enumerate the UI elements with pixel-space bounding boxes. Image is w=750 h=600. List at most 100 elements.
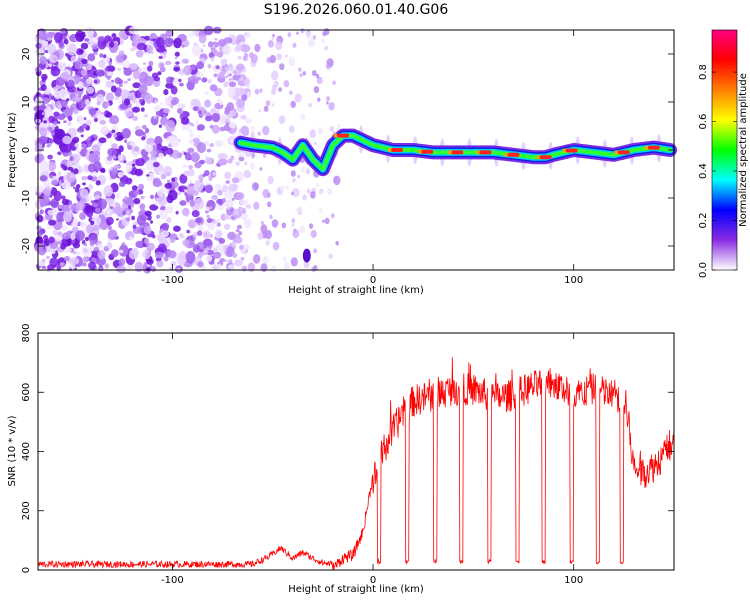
noise-blob	[328, 253, 333, 259]
noise-blob	[125, 217, 131, 222]
noise-blob	[81, 261, 87, 267]
noise-blob	[231, 177, 240, 184]
noise-blob	[39, 56, 48, 65]
noise-blob	[224, 223, 231, 230]
noise-blob	[316, 182, 320, 188]
noise-blob	[227, 231, 237, 240]
noise-blob	[308, 102, 313, 108]
noise-blob	[329, 126, 334, 132]
noise-blob	[47, 264, 55, 271]
noise-blob	[285, 54, 288, 58]
noise-blob	[51, 179, 59, 186]
noise-blob	[241, 94, 248, 102]
noise-blob	[199, 248, 204, 253]
noise-blob	[132, 82, 141, 89]
noise-blob	[189, 180, 193, 184]
noise-blob	[128, 249, 139, 260]
snr-series-line	[37, 357, 675, 570]
noise-blob	[213, 247, 218, 252]
y-tick-label: 0	[21, 147, 32, 153]
noise-blob	[88, 184, 94, 191]
noise-blob	[193, 179, 204, 193]
noise-blob	[239, 199, 248, 206]
noise-blob	[104, 197, 114, 205]
noise-blob	[105, 80, 114, 88]
noise-blob	[299, 73, 303, 78]
noise-blob	[306, 188, 311, 194]
noise-blob	[222, 44, 232, 56]
noise-blob	[271, 219, 279, 228]
noise-blob	[75, 251, 82, 257]
noise-blob	[209, 84, 218, 92]
noise-blob	[209, 143, 215, 148]
noise-blob	[246, 91, 252, 98]
noise-blob	[287, 32, 292, 38]
noise-blob	[96, 93, 105, 104]
noise-blob	[76, 184, 81, 189]
noise-blob	[127, 78, 131, 81]
noise-blob	[109, 41, 115, 48]
noise-blob	[269, 214, 273, 220]
noise-blob	[43, 188, 51, 197]
noise-blob	[103, 185, 113, 197]
noise-blob	[143, 225, 152, 235]
noise-blob	[125, 264, 132, 271]
noise-blob	[74, 142, 80, 148]
noise-blob	[124, 139, 128, 143]
noise-blob	[328, 102, 335, 111]
noise-blob	[222, 198, 226, 203]
noise-blob	[271, 88, 276, 95]
noise-blob	[39, 175, 48, 182]
noise-blob	[56, 211, 66, 223]
noise-blob	[61, 225, 68, 231]
noise-blob	[122, 90, 131, 97]
noise-blob	[53, 121, 58, 125]
noise-blob	[216, 231, 222, 237]
noise-blob	[327, 187, 333, 195]
noise-blob	[211, 195, 219, 200]
chart-title: S196.2026.060.01.40.G06	[264, 2, 449, 18]
noise-blob	[236, 63, 245, 71]
noise-blob	[88, 152, 98, 164]
noise-blob	[236, 224, 242, 230]
noise-blob	[240, 125, 250, 136]
noise-blob	[314, 141, 317, 146]
noise-blob	[121, 128, 131, 139]
noise-blob	[43, 105, 47, 109]
ridge-peak-edge	[536, 155, 540, 160]
noise-blob	[95, 207, 101, 213]
noise-blob	[162, 107, 170, 114]
noise-blob	[177, 255, 186, 266]
noise-blob	[219, 258, 226, 263]
noise-blob	[194, 198, 205, 210]
noise-blob	[267, 238, 270, 243]
noise-blob	[129, 96, 134, 101]
noise-blob	[151, 266, 156, 272]
noise-blob	[184, 152, 192, 161]
noise-blob	[257, 232, 264, 241]
noise-blob	[239, 244, 244, 250]
noise-blob	[223, 81, 229, 88]
noise-blob	[86, 209, 94, 218]
noise-blob	[36, 259, 46, 267]
noise-blob	[57, 231, 63, 236]
noise-blob	[130, 47, 135, 52]
noise-blob	[210, 57, 215, 62]
noise-blob	[50, 31, 56, 36]
noise-blob	[91, 41, 96, 46]
colorbar-tick-label: 0.4	[698, 163, 709, 179]
noise-blob	[159, 66, 166, 73]
noise-blob	[158, 56, 163, 59]
noise-blob	[235, 192, 245, 201]
noise-blob	[231, 197, 235, 201]
ridge-peak-edge	[504, 152, 508, 157]
ridge-peak	[565, 148, 578, 153]
noise-blob	[132, 224, 137, 229]
noise-blob	[109, 206, 114, 209]
noise-blob	[201, 77, 208, 83]
noise-blob	[202, 238, 213, 247]
noise-blob	[79, 188, 89, 199]
noise-blob	[57, 113, 66, 120]
noise-blob	[290, 100, 297, 108]
noise-blob	[312, 35, 316, 40]
